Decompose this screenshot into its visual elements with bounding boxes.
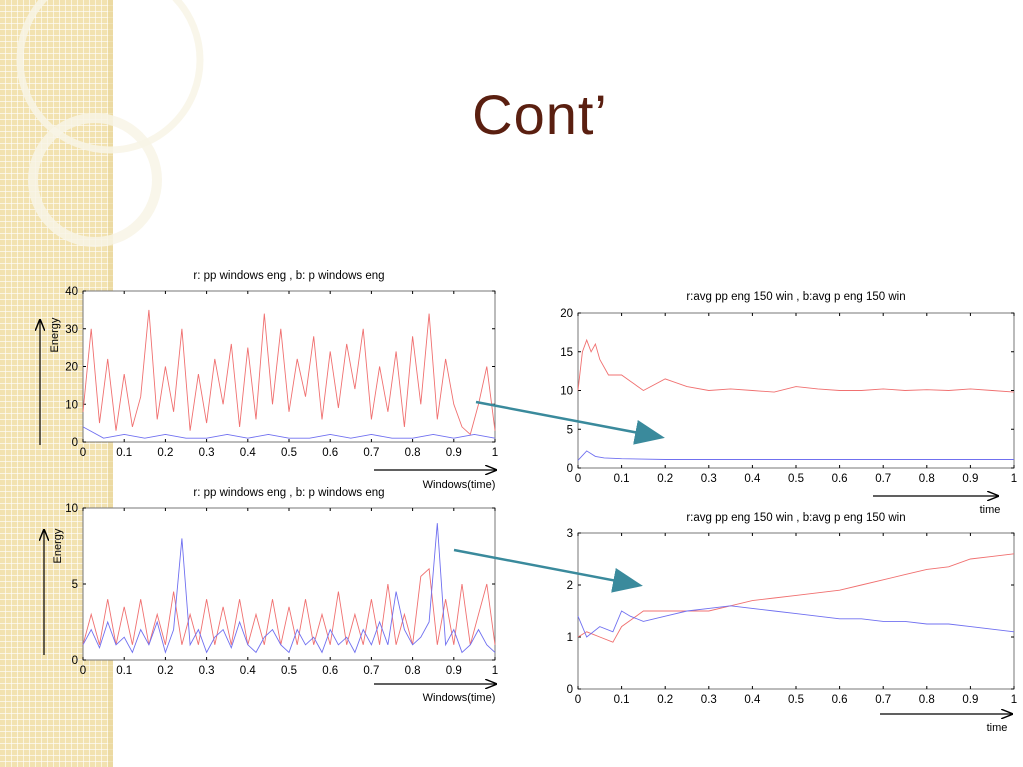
y-tick-label: 10 — [65, 399, 78, 411]
series-line-2 — [82, 426, 496, 439]
series-line-2 — [577, 605, 1015, 638]
x-tick-label: 1 — [492, 665, 498, 677]
x-tick-label: 0.6 — [832, 694, 848, 706]
y-tick-label: 15 — [560, 347, 573, 359]
x-tick-label: 0.4 — [240, 665, 257, 677]
y-axis-label: Energy — [52, 528, 64, 563]
y-tick-label: 10 — [560, 386, 573, 398]
chart-4: r:avg pp eng 150 win , b:avg p eng 150 w… — [567, 512, 1018, 734]
x-axis-label: time — [987, 722, 1008, 734]
x-tick-label: 1 — [492, 447, 498, 459]
x-tick-label: 0.6 — [832, 473, 848, 485]
y-tick-label: 20 — [65, 362, 78, 374]
y-tick-label: 0 — [72, 655, 78, 667]
x-tick-label: 0.9 — [962, 694, 978, 706]
x-tick-label: 0.7 — [363, 665, 379, 677]
y-tick-label: 1 — [567, 632, 573, 644]
x-tick-label: 0.5 — [281, 447, 297, 459]
x-tick-label: 0.9 — [446, 665, 462, 677]
y-tick-label: 3 — [567, 528, 573, 540]
x-axis-label: Windows(time) — [423, 692, 496, 704]
x-tick-label: 0.2 — [157, 665, 173, 677]
series-line-1 — [82, 309, 496, 436]
chart-3: r:avg pp eng 150 win , b:avg p eng 150 w… — [560, 291, 1017, 516]
chart-title: r:avg pp eng 150 win , b:avg p eng 150 w… — [686, 512, 905, 524]
x-tick-label: 0.8 — [919, 473, 935, 485]
x-tick-label: 0 — [575, 473, 581, 485]
decorative-ring-top — [16, 0, 204, 154]
x-tick-label: 0 — [80, 665, 86, 677]
y-tick-label: 0 — [567, 684, 573, 696]
x-tick-label: 0.1 — [116, 447, 132, 459]
x-tick-label: 0.3 — [701, 694, 717, 706]
x-axis-label: Windows(time) — [423, 479, 496, 491]
decorative-ring-bottom — [28, 113, 162, 247]
chart-title: r:avg pp eng 150 win , b:avg p eng 150 w… — [686, 291, 905, 303]
y-tick-label: 0 — [567, 463, 573, 475]
x-tick-label: 0.6 — [322, 447, 338, 459]
chart-title: r: pp windows eng , b: p windows eng — [193, 270, 384, 282]
x-tick-label: 0.9 — [962, 473, 978, 485]
y-tick-label: 2 — [567, 580, 573, 592]
y-tick-label: 0 — [72, 437, 78, 449]
x-tick-label: 0.3 — [701, 473, 717, 485]
x-tick-label: 0.1 — [116, 665, 132, 677]
x-tick-label: 0.5 — [788, 694, 804, 706]
y-tick-label: 5 — [72, 579, 78, 591]
x-tick-label: 0.9 — [446, 447, 462, 459]
connector-arrow-top — [475, 400, 665, 445]
x-tick-label: 0.2 — [157, 447, 173, 459]
y-tick-label: 30 — [65, 324, 78, 336]
y-axis-label: Energy — [49, 317, 61, 352]
x-axis-label: time — [980, 504, 1001, 516]
y-tick-label: 10 — [65, 503, 78, 515]
x-tick-label: 0.3 — [199, 665, 215, 677]
x-tick-label: 1 — [1011, 694, 1017, 706]
x-tick-label: 0 — [575, 694, 581, 706]
chart-title: r: pp windows eng , b: p windows eng — [193, 487, 384, 499]
x-tick-label: 0.2 — [657, 694, 673, 706]
x-tick-label: 0.3 — [199, 447, 215, 459]
series-line-2 — [82, 523, 496, 654]
x-tick-label: 0.7 — [875, 473, 891, 485]
y-tick-label: 40 — [65, 286, 78, 298]
x-tick-label: 0.5 — [281, 665, 297, 677]
series-line-2 — [577, 450, 1014, 461]
x-tick-label: 0 — [80, 447, 86, 459]
x-tick-label: 0.7 — [875, 694, 891, 706]
x-tick-label: 1 — [1011, 473, 1017, 485]
x-tick-label: 0.8 — [405, 447, 421, 459]
y-tick-label: 20 — [560, 308, 573, 320]
x-tick-label: 0.1 — [614, 694, 630, 706]
x-tick-label: 0.2 — [657, 473, 673, 485]
x-tick-label: 0.4 — [240, 447, 257, 459]
y-tick-label: 5 — [567, 424, 573, 436]
x-tick-label: 0.1 — [614, 473, 630, 485]
x-tick-label: 0.4 — [744, 473, 761, 485]
connector-arrow-bottom — [453, 548, 643, 593]
x-tick-label: 0.7 — [363, 447, 379, 459]
series-line-1 — [82, 567, 496, 645]
x-tick-label: 0.8 — [405, 665, 421, 677]
chart-1: r: pp windows eng , b: p windows eng 0 0.1… — [40, 270, 498, 491]
x-tick-label: 0.5 — [788, 473, 804, 485]
series-line-1 — [577, 338, 1015, 393]
slide-title: Cont’ — [472, 83, 608, 146]
x-tick-label: 0.6 — [322, 665, 338, 677]
x-tick-label: 0.4 — [744, 694, 761, 706]
chart-2: r: pp windows eng , b: p windows eng 0 0.1… — [44, 487, 498, 704]
series-line-1 — [577, 553, 1015, 643]
x-tick-label: 0.8 — [919, 694, 935, 706]
